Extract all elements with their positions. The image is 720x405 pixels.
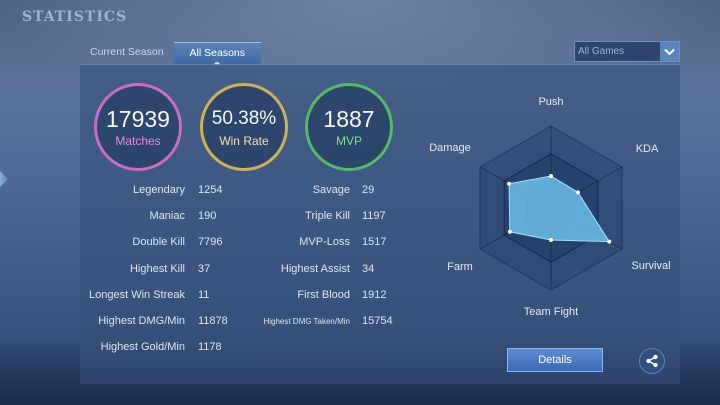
stat-label-highest-dmg-taken-min: Highest DMG Taken/Min [263, 317, 350, 326]
stat-value-highest-kill: 37 [198, 263, 211, 275]
mvp-label: MVP [335, 134, 362, 148]
stat-value-highest-gold-min: 1178 [198, 341, 222, 353]
tab-current-season[interactable]: Current Season [90, 46, 164, 58]
game-filter-value: All Games [578, 46, 625, 57]
radar-axis-push: Push [538, 96, 563, 108]
radar-axis-kda: KDA [636, 143, 659, 155]
page-title: STATISTICS [22, 9, 128, 25]
performance-radar-chart: Push KDA Survival Team Fight Farm Damage [429, 96, 670, 318]
radar-axis-team-fight: Team Fight [524, 306, 578, 318]
matches-label: Matches [115, 134, 161, 148]
radar-axis-damage: Damage [429, 142, 471, 154]
win-rate-circle: 50.38% Win Rate [200, 83, 288, 171]
stat-label-highest-dmg-min: Highest DMG/Min [98, 315, 185, 327]
win-rate-value: 50.38% [211, 108, 277, 129]
stat-value-double-kill: 7796 [198, 236, 223, 248]
mvp-value: 1887 [323, 106, 375, 132]
radar-axis-survival: Survival [631, 260, 670, 272]
radar-point-farm [507, 229, 512, 234]
stat-label-maniac: Maniac [149, 210, 185, 222]
share-icon[interactable] [639, 348, 665, 374]
matches-circle: 17939 Matches [94, 83, 182, 171]
stat-label-highest-kill: Highest Kill [129, 263, 185, 275]
stat-value-first-blood: 1912 [362, 289, 387, 301]
stat-label-double-kill: Double Kill [132, 236, 185, 248]
stat-label-triple-kill: Triple Kill [305, 210, 350, 222]
radar-point-kda [575, 190, 580, 195]
stat-value-triple-kill: 1197 [362, 210, 386, 222]
stat-label-mvp-loss: MVP-Loss [299, 236, 350, 248]
tab-all-seasons[interactable]: All Seasons [173, 42, 261, 65]
details-button[interactable]: Details [507, 348, 603, 372]
stat-label-legendary: Legendary [133, 184, 185, 196]
stat-value-maniac: 190 [198, 210, 217, 222]
stat-label-longest-win-streak: Longest Win Streak [89, 289, 185, 301]
radar-axis-farm: Farm [447, 261, 473, 273]
stat-value-highest-assist: 34 [362, 263, 375, 275]
left-arrow-icon[interactable] [0, 165, 8, 193]
stat-label-highest-assist: Highest Assist [280, 263, 350, 275]
stat-value-savage: 29 [362, 184, 375, 196]
radar-point-damage [507, 181, 512, 186]
mvp-circle: 1887 MVP [305, 83, 393, 171]
game-filter-dropdown[interactable]: All Games [574, 41, 680, 62]
stat-value-mvp-loss: 1517 [362, 236, 387, 248]
radar-point-push [549, 174, 553, 179]
chevron-down-icon[interactable] [660, 42, 679, 61]
win-rate-label: Win Rate [219, 134, 269, 148]
radar-point-team-fight [549, 237, 553, 242]
stat-label-highest-gold-min: Highest Gold/Min [100, 341, 185, 353]
stat-value-highest-dmg-taken-min: 15754 [362, 315, 393, 327]
matches-value: 17939 [106, 106, 170, 132]
stat-value-highest-dmg-min: 11878 [198, 315, 228, 327]
season-tabs: Current Season All Seasons [80, 42, 261, 65]
stat-label-first-blood: First Blood [297, 289, 350, 301]
radar-point-survival [607, 239, 612, 244]
stat-value-longest-win-streak: 11 [198, 289, 210, 301]
radar-points [507, 174, 612, 244]
stat-label-savage: Savage [312, 184, 350, 196]
stat-value-legendary: 1254 [198, 184, 223, 196]
